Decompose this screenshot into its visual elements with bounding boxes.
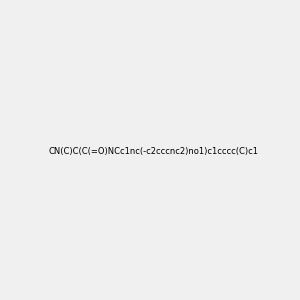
Text: CN(C)C(C(=O)NCc1nc(-c2cccnc2)no1)c1cccc(C)c1: CN(C)C(C(=O)NCc1nc(-c2cccnc2)no1)c1cccc(…: [49, 147, 259, 156]
